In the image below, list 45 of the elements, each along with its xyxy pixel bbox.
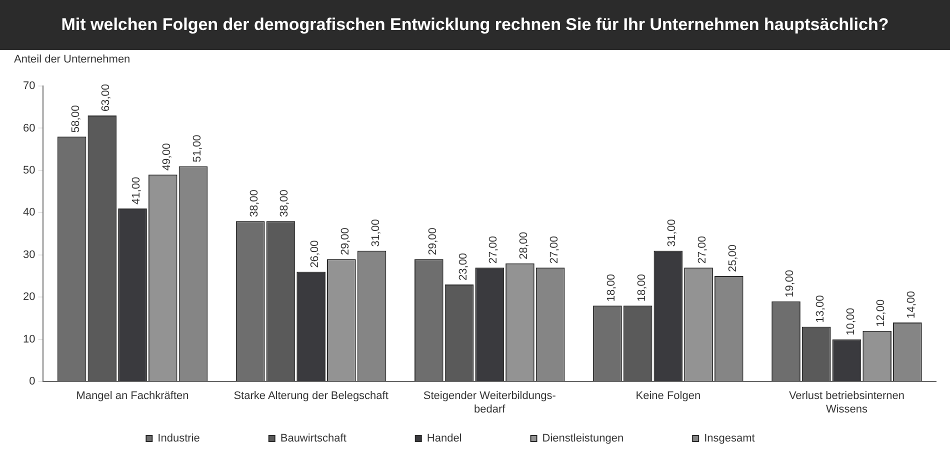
data-label: 25,00 <box>726 244 739 272</box>
data-label: 26,00 <box>309 240 322 268</box>
chart-title: Mit welchen Folgen der demografischen Entwicklung rechnen Sie für Ihr Unternehmen hauptsächlich? <box>0 0 950 50</box>
x-tick-label: Keine Folgen <box>636 390 701 402</box>
x-tick-label: Steigender Weiterbildungs-bedarf <box>423 390 556 416</box>
data-label: 14,00 <box>905 290 918 318</box>
legend-label: Insgesamt <box>704 432 810 445</box>
legend-label: Bauwirtschaft <box>280 432 402 445</box>
y-tick-label: 40 <box>22 206 36 219</box>
data-label: 23,00 <box>457 252 470 280</box>
data-label: 63,00 <box>100 84 112 112</box>
data-label: 10,00 <box>844 308 857 336</box>
legend-label: Dienstleistungen <box>542 432 679 445</box>
y-tick-label: 60 <box>22 122 36 134</box>
data-label: 18,00 <box>605 274 618 302</box>
data-label: 27,00 <box>488 236 500 264</box>
data-label: 31,00 <box>666 219 678 247</box>
x-tick-label: Verlust betriebsinternen Wissens <box>788 390 905 416</box>
y-tick-label: 70 <box>22 80 36 92</box>
data-label: 12,00 <box>875 299 888 327</box>
legend-label: Industrie <box>158 432 255 445</box>
data-label: 38,00 <box>278 190 291 218</box>
data-label: 38,00 <box>248 190 260 218</box>
y-tick-label: 50 <box>22 164 36 176</box>
data-label: 58,00 <box>70 105 82 133</box>
data-label: 27,00 <box>696 236 709 264</box>
data-label: 51,00 <box>191 134 204 162</box>
y-axis-title: Anteil der Unternehmen <box>14 54 130 66</box>
data-label: 29,00 <box>426 228 439 256</box>
data-label: 28,00 <box>518 232 530 260</box>
data-label: 41,00 <box>130 176 143 204</box>
data-label: 18,00 <box>636 274 648 302</box>
data-label: 13,00 <box>814 295 826 323</box>
data-label: 31,00 <box>370 219 382 247</box>
y-tick-label: 30 <box>22 248 36 261</box>
x-tick-label: Starke Alterung der Belegschaft <box>234 390 388 402</box>
data-label: 27,00 <box>548 236 560 264</box>
data-label: 29,00 <box>339 228 352 256</box>
data-label: 49,00 <box>160 143 173 171</box>
legend-label: Handel <box>426 432 517 445</box>
data-label: 19,00 <box>784 270 796 298</box>
y-tick-label: 10 <box>22 333 36 346</box>
y-tick-label: 0 <box>29 376 36 388</box>
x-tick-label: Mangel an Fachkräften <box>76 390 189 402</box>
y-tick-label: 20 <box>22 291 36 304</box>
